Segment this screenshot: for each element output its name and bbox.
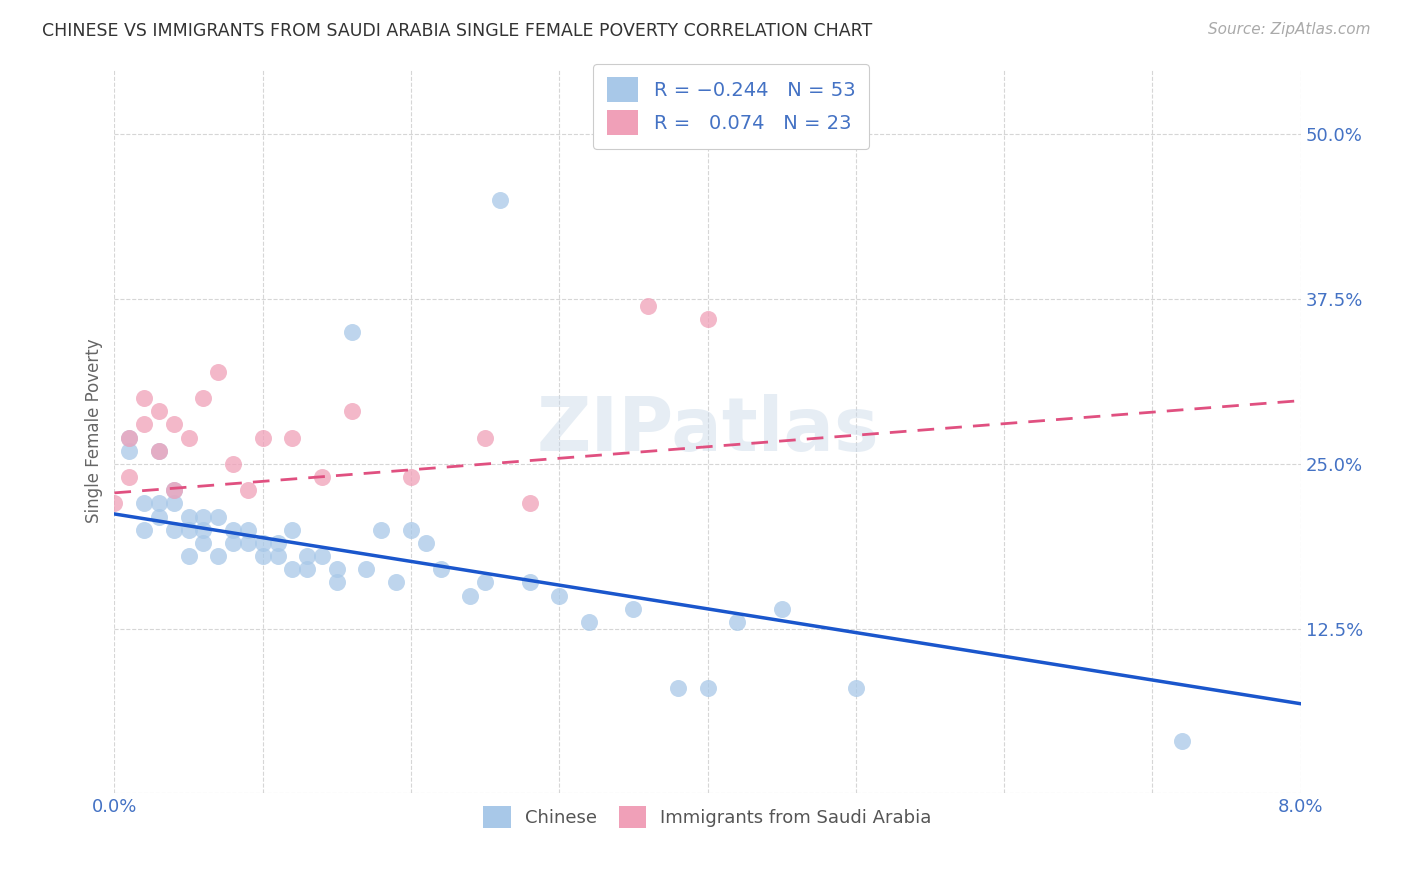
- Point: [163, 523, 186, 537]
- Point: [252, 536, 274, 550]
- Point: [207, 365, 229, 379]
- Point: [222, 536, 245, 550]
- Point: [311, 549, 333, 563]
- Point: [177, 509, 200, 524]
- Point: [385, 575, 408, 590]
- Point: [295, 562, 318, 576]
- Point: [399, 470, 422, 484]
- Point: [340, 404, 363, 418]
- Point: [132, 523, 155, 537]
- Point: [621, 602, 644, 616]
- Point: [295, 549, 318, 563]
- Point: [845, 681, 868, 695]
- Point: [252, 430, 274, 444]
- Point: [132, 391, 155, 405]
- Point: [578, 615, 600, 629]
- Point: [207, 549, 229, 563]
- Point: [519, 496, 541, 510]
- Point: [193, 523, 215, 537]
- Point: [132, 417, 155, 432]
- Point: [118, 443, 141, 458]
- Point: [548, 589, 571, 603]
- Point: [399, 523, 422, 537]
- Point: [474, 430, 496, 444]
- Point: [177, 430, 200, 444]
- Point: [1171, 733, 1194, 747]
- Point: [281, 523, 304, 537]
- Point: [222, 457, 245, 471]
- Point: [193, 509, 215, 524]
- Point: [326, 562, 349, 576]
- Point: [326, 575, 349, 590]
- Point: [474, 575, 496, 590]
- Point: [666, 681, 689, 695]
- Point: [148, 496, 170, 510]
- Point: [148, 443, 170, 458]
- Point: [370, 523, 392, 537]
- Legend: Chinese, Immigrants from Saudi Arabia: Chinese, Immigrants from Saudi Arabia: [477, 798, 939, 835]
- Point: [356, 562, 378, 576]
- Point: [148, 509, 170, 524]
- Point: [281, 562, 304, 576]
- Point: [177, 549, 200, 563]
- Point: [281, 430, 304, 444]
- Point: [132, 496, 155, 510]
- Point: [163, 483, 186, 498]
- Point: [770, 602, 793, 616]
- Point: [103, 496, 125, 510]
- Point: [118, 430, 141, 444]
- Point: [696, 312, 718, 326]
- Point: [163, 483, 186, 498]
- Point: [252, 549, 274, 563]
- Point: [519, 575, 541, 590]
- Point: [637, 299, 659, 313]
- Point: [236, 523, 259, 537]
- Point: [725, 615, 748, 629]
- Point: [148, 443, 170, 458]
- Point: [148, 404, 170, 418]
- Point: [340, 325, 363, 339]
- Point: [207, 509, 229, 524]
- Point: [458, 589, 481, 603]
- Point: [236, 483, 259, 498]
- Point: [236, 536, 259, 550]
- Point: [163, 417, 186, 432]
- Text: Source: ZipAtlas.com: Source: ZipAtlas.com: [1208, 22, 1371, 37]
- Point: [266, 549, 288, 563]
- Point: [311, 470, 333, 484]
- Y-axis label: Single Female Poverty: Single Female Poverty: [86, 339, 103, 524]
- Point: [222, 523, 245, 537]
- Text: CHINESE VS IMMIGRANTS FROM SAUDI ARABIA SINGLE FEMALE POVERTY CORRELATION CHART: CHINESE VS IMMIGRANTS FROM SAUDI ARABIA …: [42, 22, 873, 40]
- Point: [429, 562, 451, 576]
- Point: [177, 523, 200, 537]
- Point: [118, 470, 141, 484]
- Point: [118, 430, 141, 444]
- Point: [163, 496, 186, 510]
- Text: ZIPatlas: ZIPatlas: [536, 394, 879, 467]
- Point: [696, 681, 718, 695]
- Point: [193, 536, 215, 550]
- Point: [415, 536, 437, 550]
- Point: [489, 194, 512, 208]
- Point: [193, 391, 215, 405]
- Point: [266, 536, 288, 550]
